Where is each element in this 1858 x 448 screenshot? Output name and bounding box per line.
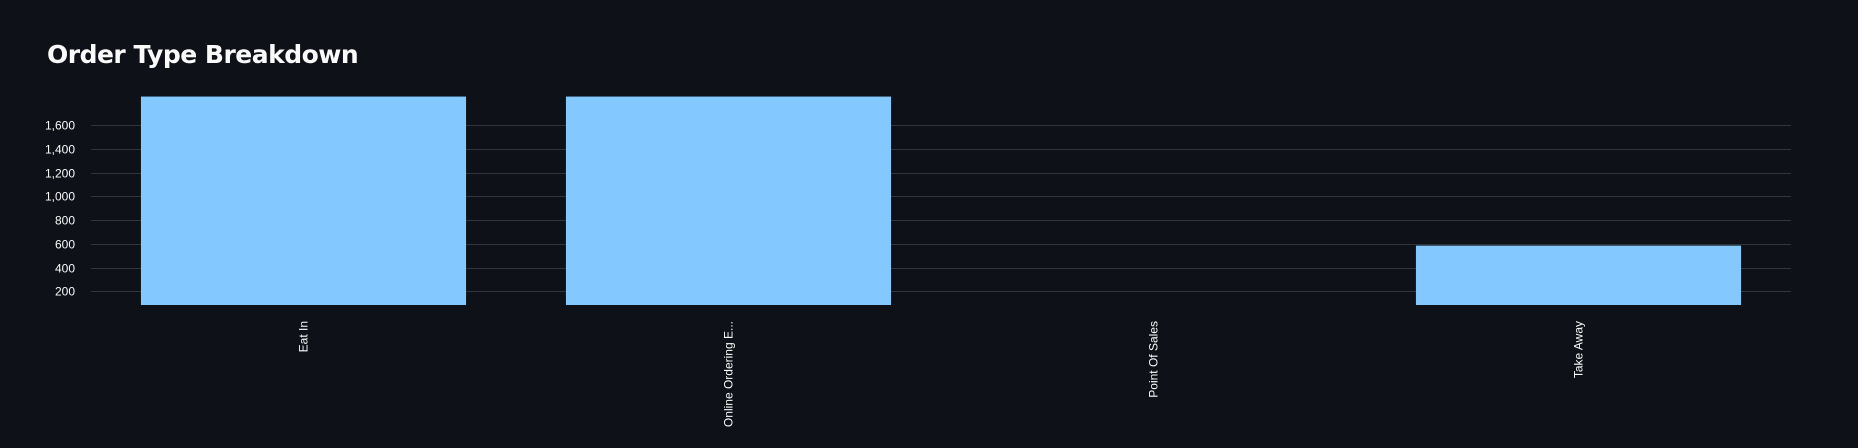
bars bbox=[140, 96, 1742, 306]
y-axis-ticks: 200 400 600 800 1,000 1,200 1,400 1,600 bbox=[45, 119, 75, 299]
bar[interactable] bbox=[1415, 245, 1742, 305]
y-tick-label: 800 bbox=[55, 214, 75, 228]
bar[interactable] bbox=[565, 96, 892, 306]
y-tick-label: 1,200 bbox=[45, 167, 75, 181]
bar[interactable] bbox=[140, 96, 467, 306]
x-tick-label: Eat In bbox=[297, 321, 311, 352]
x-tick-label: Online Ordering E... bbox=[722, 321, 736, 427]
x-tick-label: Point Of Sales bbox=[1147, 321, 1161, 398]
x-tick-label: Take Away bbox=[1572, 321, 1586, 378]
y-tick-label: 1,600 bbox=[45, 119, 75, 133]
y-tick-label: 200 bbox=[55, 285, 75, 299]
y-tick-label: 400 bbox=[55, 262, 75, 276]
y-tick-label: 1,400 bbox=[45, 143, 75, 157]
y-tick-label: 600 bbox=[55, 238, 75, 252]
y-tick-label: 1,000 bbox=[45, 190, 75, 204]
chart-title: Order Type Breakdown bbox=[47, 40, 359, 69]
x-axis-labels: Eat In Online Ordering E... Point Of Sales… bbox=[297, 321, 1586, 427]
